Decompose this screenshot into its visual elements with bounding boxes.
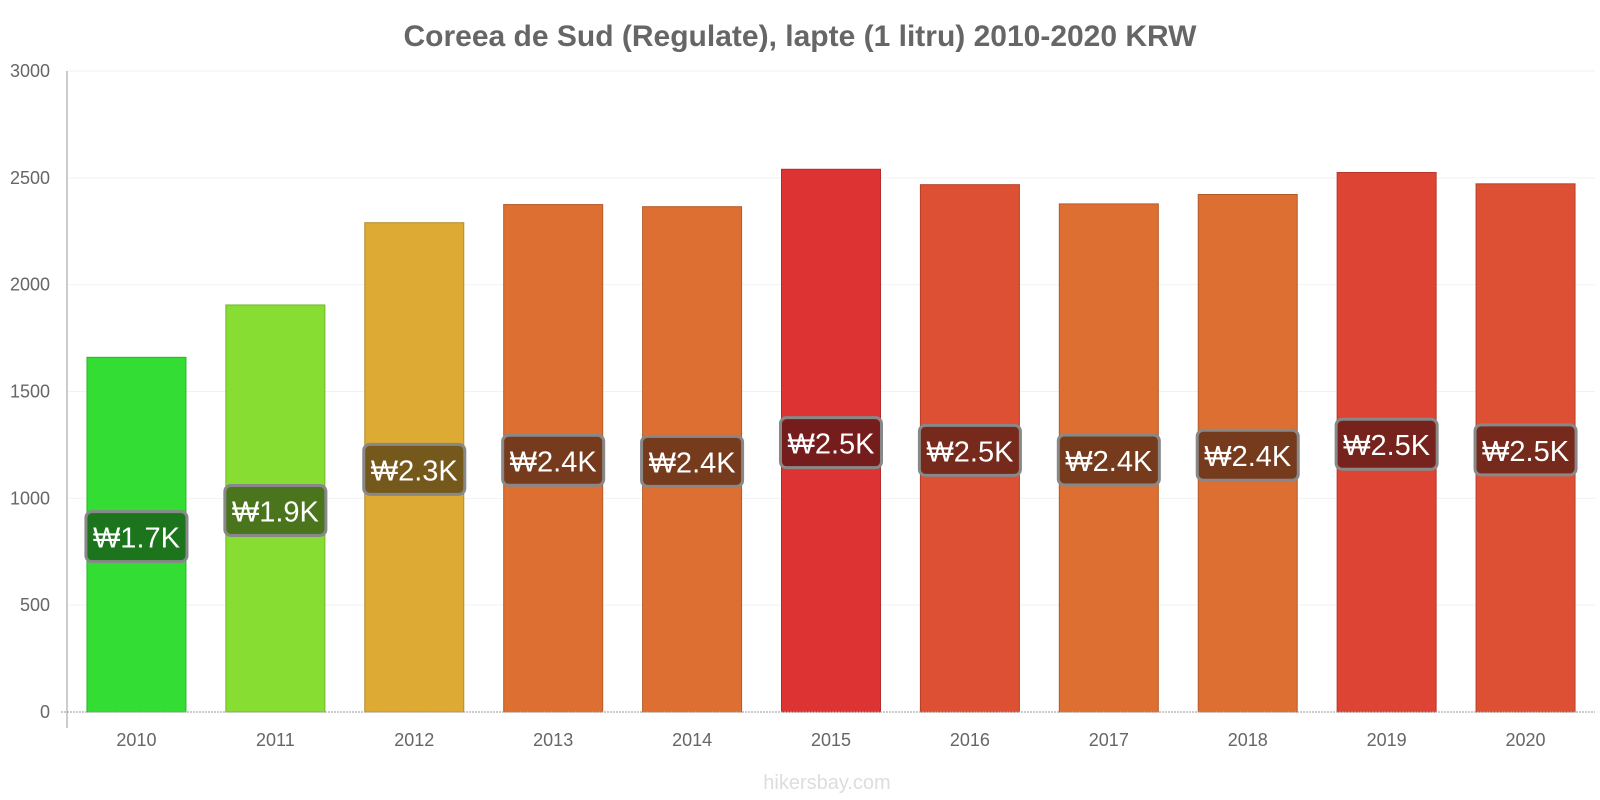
- x-axis-ticks: 2010 2011 2012 2013 2014 2015 2016 2017 2018 2019…: [116, 730, 1545, 750]
- data-label-box: [778, 416, 884, 470]
- data-label: ₩2.5K: [1343, 430, 1431, 462]
- data-label-box: [1056, 433, 1161, 487]
- x-tick-label: 2019: [1367, 730, 1407, 750]
- watermark: hikersbay.com: [763, 772, 890, 794]
- data-label-box: [1334, 417, 1439, 471]
- x-tick-label: 2020: [1506, 730, 1546, 750]
- data-label: ₩2.3K: [371, 455, 459, 487]
- data-label: ₩2.4K: [1204, 441, 1292, 473]
- data-label-box: [640, 434, 745, 488]
- data-label: ₩1.9K: [232, 496, 320, 528]
- data-label: ₩1.7K: [93, 523, 181, 555]
- x-tick-label: 2012: [394, 730, 434, 750]
- y-tick-label: 0: [40, 702, 50, 722]
- data-label-box: [501, 433, 606, 487]
- data-label: ₩2.4K: [510, 446, 598, 478]
- x-tick-label: 2013: [533, 730, 573, 750]
- data-label-box: [917, 423, 1022, 477]
- data-label: ₩2.5K: [926, 436, 1014, 468]
- data-labels: ₩1.7K ₩1.9K ₩2.3K ₩2.4K ₩2.4K ₩2.5K ₩2.5K ₩2.4K…: [84, 416, 1578, 564]
- y-tick-label: 1500: [10, 382, 50, 402]
- x-tick-label: 2011: [256, 730, 295, 750]
- x-tick-label: 2010: [116, 730, 156, 750]
- axes: [61, 71, 1595, 728]
- y-tick-label: 2500: [10, 168, 50, 188]
- data-label-box: [1473, 423, 1578, 477]
- data-label: ₩2.5K: [787, 429, 875, 461]
- x-tick-label: 2017: [1089, 730, 1129, 750]
- y-tick-label: 3000: [10, 61, 50, 81]
- data-label: ₩2.4K: [649, 447, 737, 479]
- y-axis-ticks: 0 500 1000 1500 2000 2500 3000: [10, 61, 50, 722]
- x-tick-label: 2016: [950, 730, 990, 750]
- data-label-box: [1195, 428, 1300, 482]
- y-tick-label: 500: [20, 595, 50, 615]
- data-label-box: [223, 483, 328, 537]
- x-tick-label: 2015: [811, 730, 851, 750]
- chart-title: Coreea de Sud (Regulate), lapte (1 litru…: [404, 20, 1198, 53]
- data-label-box: [84, 510, 189, 564]
- data-label: ₩2.5K: [1482, 436, 1570, 468]
- data-label: ₩2.4K: [1065, 446, 1153, 478]
- y-tick-label: 2000: [10, 275, 50, 295]
- x-tick-label: 2014: [672, 730, 712, 750]
- x-tick-label: 2018: [1228, 730, 1268, 750]
- data-label-box: [362, 442, 467, 496]
- y-tick-label: 1000: [10, 488, 50, 508]
